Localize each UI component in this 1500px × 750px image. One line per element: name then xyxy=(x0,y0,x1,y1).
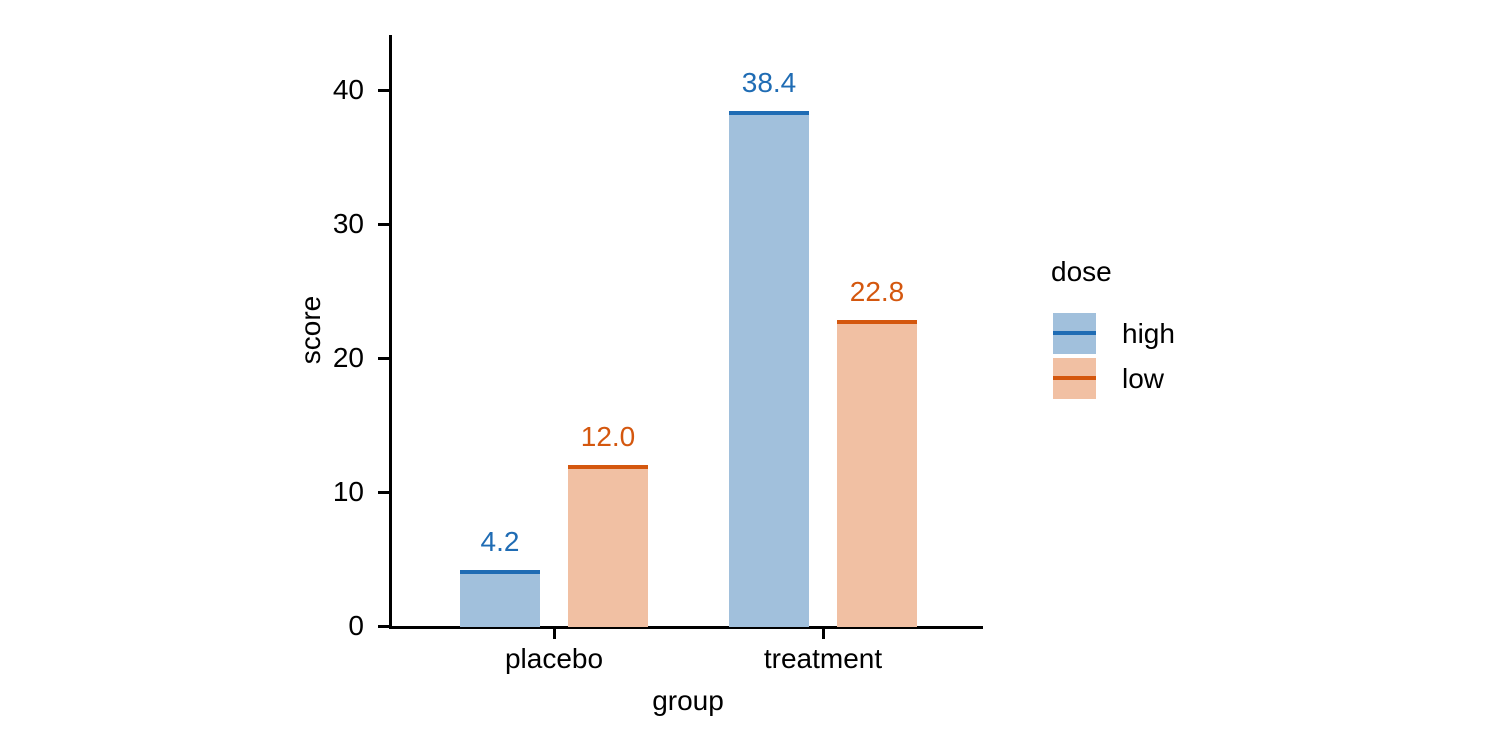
x-tick-mark xyxy=(553,626,556,639)
x-axis-title: group xyxy=(652,685,724,716)
x-tick-label-placebo: placebo xyxy=(504,643,604,674)
bar-value-label-placebo-low: 12.0 xyxy=(580,421,636,453)
y-tick-mark xyxy=(378,223,389,226)
legend-swatch-line-low xyxy=(1053,376,1096,380)
legend-items: high low xyxy=(1051,258,1311,418)
x-axis-line xyxy=(389,626,983,629)
y-tick-label: 20 xyxy=(332,342,364,373)
legend-swatch-high xyxy=(1053,313,1096,354)
legend-label-low: low xyxy=(1122,363,1165,394)
bar-value-label-treatment-low: 22.8 xyxy=(849,276,905,308)
y-tick-mark xyxy=(378,89,389,92)
y-axis-title: score xyxy=(295,295,326,365)
bar-value-label-treatment-high: 38.4 xyxy=(741,67,797,99)
bar-placebo-low xyxy=(568,465,648,627)
bar-value-label-placebo-high: 4.2 xyxy=(480,525,520,557)
legend-swatch-low xyxy=(1053,358,1096,399)
bar-placebo-high xyxy=(460,569,540,627)
legend-label-high: high xyxy=(1122,318,1175,349)
y-tick-label: 0 xyxy=(348,610,364,641)
y-tick-label: 10 xyxy=(332,476,364,507)
y-tick-mark xyxy=(378,625,389,628)
bar-treatment-high xyxy=(729,111,809,627)
y-tick-mark xyxy=(378,357,389,360)
legend-swatch-line-high xyxy=(1053,331,1096,335)
x-tick-label-treatment: treatment xyxy=(763,643,883,674)
y-axis-line xyxy=(389,35,392,629)
y-tick-mark xyxy=(378,491,389,494)
legend: dose high low xyxy=(1051,258,1311,418)
y-tick-label: 30 xyxy=(332,208,364,239)
bar-treatment-low xyxy=(837,320,917,627)
legend-title: dose xyxy=(1051,256,1112,287)
y-tick-label: 40 xyxy=(332,74,364,105)
x-tick-mark xyxy=(822,626,825,639)
